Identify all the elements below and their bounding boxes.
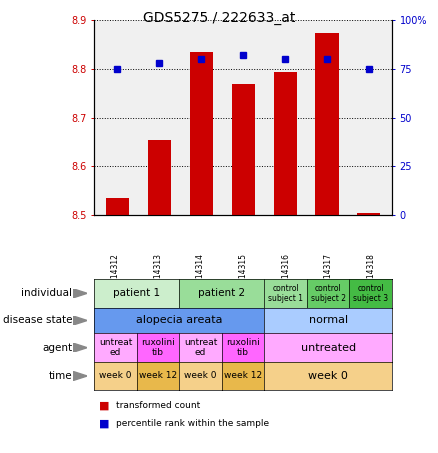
Text: control
subject 2: control subject 2	[311, 284, 346, 303]
Polygon shape	[73, 289, 87, 298]
Text: ■: ■	[99, 400, 109, 410]
Text: alopecia areata: alopecia areata	[136, 315, 223, 326]
Text: GSM1414312: GSM1414312	[111, 253, 120, 304]
Text: untreated: untreated	[300, 342, 356, 353]
Text: patient 2: patient 2	[198, 288, 245, 299]
Bar	[315, 33, 339, 215]
Text: transformed count: transformed count	[116, 401, 200, 410]
Polygon shape	[73, 316, 87, 325]
Text: week 0: week 0	[308, 371, 348, 381]
Text: GSM1414314: GSM1414314	[196, 253, 205, 304]
Bar	[232, 84, 254, 215]
Bar	[357, 213, 381, 215]
Bar	[148, 140, 171, 215]
Text: control
subject 1: control subject 1	[268, 284, 303, 303]
Text: GDS5275 / 222633_at: GDS5275 / 222633_at	[143, 11, 295, 25]
Polygon shape	[73, 371, 87, 381]
Text: GSM1414313: GSM1414313	[153, 253, 162, 304]
Polygon shape	[73, 343, 87, 352]
Bar	[190, 52, 213, 215]
Text: disease state: disease state	[3, 315, 72, 326]
Text: individual: individual	[21, 288, 72, 299]
Text: week 0: week 0	[99, 371, 132, 381]
Text: time: time	[49, 371, 72, 381]
Text: percentile rank within the sample: percentile rank within the sample	[116, 419, 269, 428]
Text: week 12: week 12	[139, 371, 177, 381]
Bar	[106, 198, 129, 215]
Text: control
subject 3: control subject 3	[353, 284, 389, 303]
Text: untreat
ed: untreat ed	[99, 338, 132, 357]
Text: ruxolini
tib: ruxolini tib	[226, 338, 260, 357]
Text: GSM1414317: GSM1414317	[324, 253, 333, 304]
Text: GSM1414316: GSM1414316	[281, 253, 290, 304]
Text: patient 1: patient 1	[113, 288, 160, 299]
Text: week 12: week 12	[224, 371, 262, 381]
Text: normal: normal	[309, 315, 348, 326]
Text: GSM1414318: GSM1414318	[366, 253, 375, 304]
Text: GSM1414315: GSM1414315	[239, 253, 247, 304]
Text: week 0: week 0	[184, 371, 217, 381]
Bar	[273, 72, 297, 215]
Text: ■: ■	[99, 419, 109, 429]
Text: ruxolini
tib: ruxolini tib	[141, 338, 175, 357]
Text: agent: agent	[42, 342, 72, 353]
Text: untreat
ed: untreat ed	[184, 338, 217, 357]
